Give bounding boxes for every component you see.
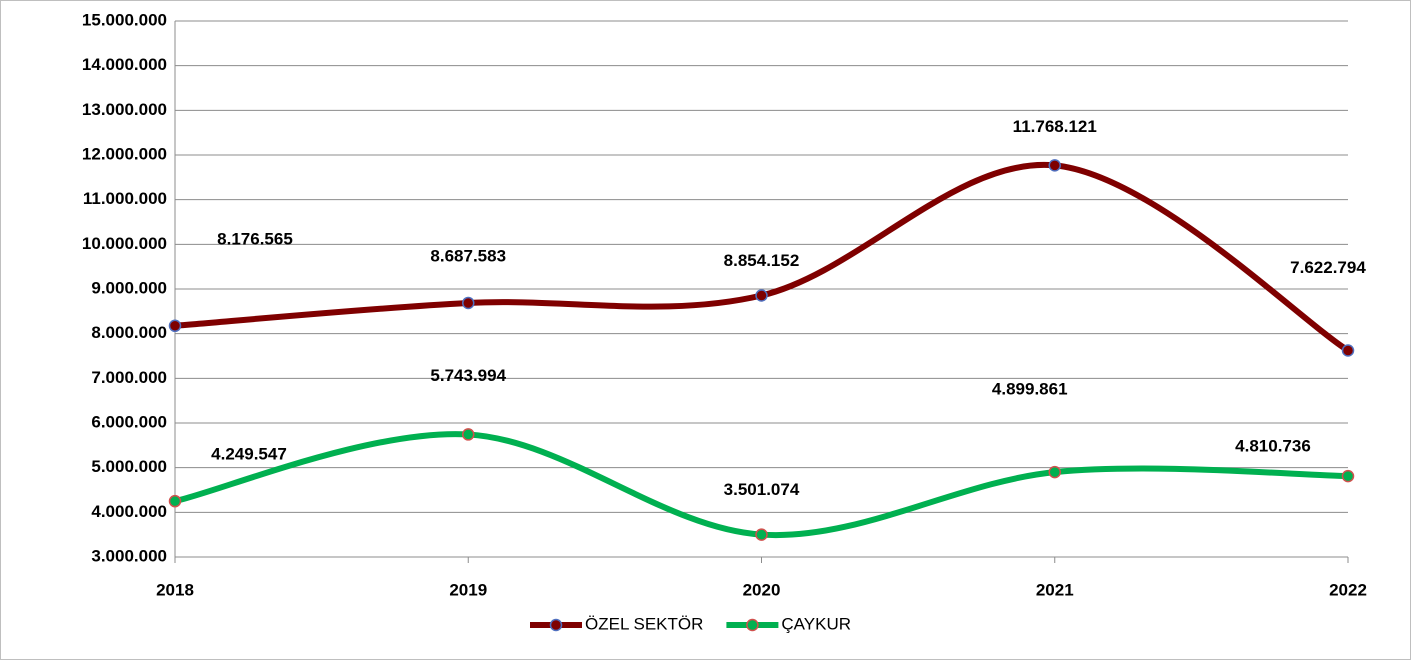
marker xyxy=(1048,465,1061,479)
y-tick-label: 13.000.000 xyxy=(82,100,167,119)
data-label: 4.249.547 xyxy=(211,445,287,464)
marker xyxy=(1341,344,1355,357)
marker xyxy=(462,296,475,310)
series-line xyxy=(174,161,1350,354)
y-tick-label: 7.000.000 xyxy=(91,368,167,387)
data-label: 8.854.152 xyxy=(724,251,800,270)
y-tick-label: 10.000.000 xyxy=(82,234,167,253)
data-label: 8.176.565 xyxy=(217,229,293,248)
data-label: 7.622.794 xyxy=(1290,258,1366,277)
data-label: 8.687.583 xyxy=(430,246,506,265)
data-label: 4.810.736 xyxy=(1235,437,1311,456)
data-label: 3.501.074 xyxy=(724,480,800,499)
x-tick-label: 2021 xyxy=(1036,580,1074,599)
data-label: 11.768.121 xyxy=(1013,117,1097,136)
y-tick-label: 3.000.000 xyxy=(91,546,167,565)
legend-label: ÖZEL SEKTÖR xyxy=(585,614,703,633)
x-tick-label: 2020 xyxy=(743,580,781,599)
x-tick-label: 2019 xyxy=(449,580,487,599)
y-tick-label: 11.000.000 xyxy=(83,189,167,208)
x-tick-label: 2022 xyxy=(1329,580,1367,599)
marker xyxy=(1341,469,1355,483)
y-tick-label: 9.000.000 xyxy=(91,278,167,297)
y-tick-label: 5.000.000 xyxy=(91,457,167,476)
x-tick-label: 2018 xyxy=(156,580,194,599)
y-tick-label: 12.000.000 xyxy=(82,144,167,163)
y-tick-label: 6.000.000 xyxy=(91,412,167,431)
legend-label: ÇAYKUR xyxy=(781,614,851,633)
marker xyxy=(168,494,182,508)
data-label: 5.743.994 xyxy=(430,366,506,385)
marker xyxy=(1048,159,1061,172)
y-tick-label: 8.000.000 xyxy=(91,323,167,342)
y-tick-label: 4.000.000 xyxy=(91,502,167,521)
marker xyxy=(168,319,182,333)
marker xyxy=(462,428,475,441)
legend-marker xyxy=(746,618,759,632)
y-tick-label: 14.000.000 xyxy=(82,55,167,74)
y-tick-label: 15.000.000 xyxy=(82,10,167,29)
legend-marker xyxy=(549,618,563,632)
marker xyxy=(755,289,768,302)
data-label: 4.899.861 xyxy=(992,380,1068,399)
marker xyxy=(755,528,768,541)
